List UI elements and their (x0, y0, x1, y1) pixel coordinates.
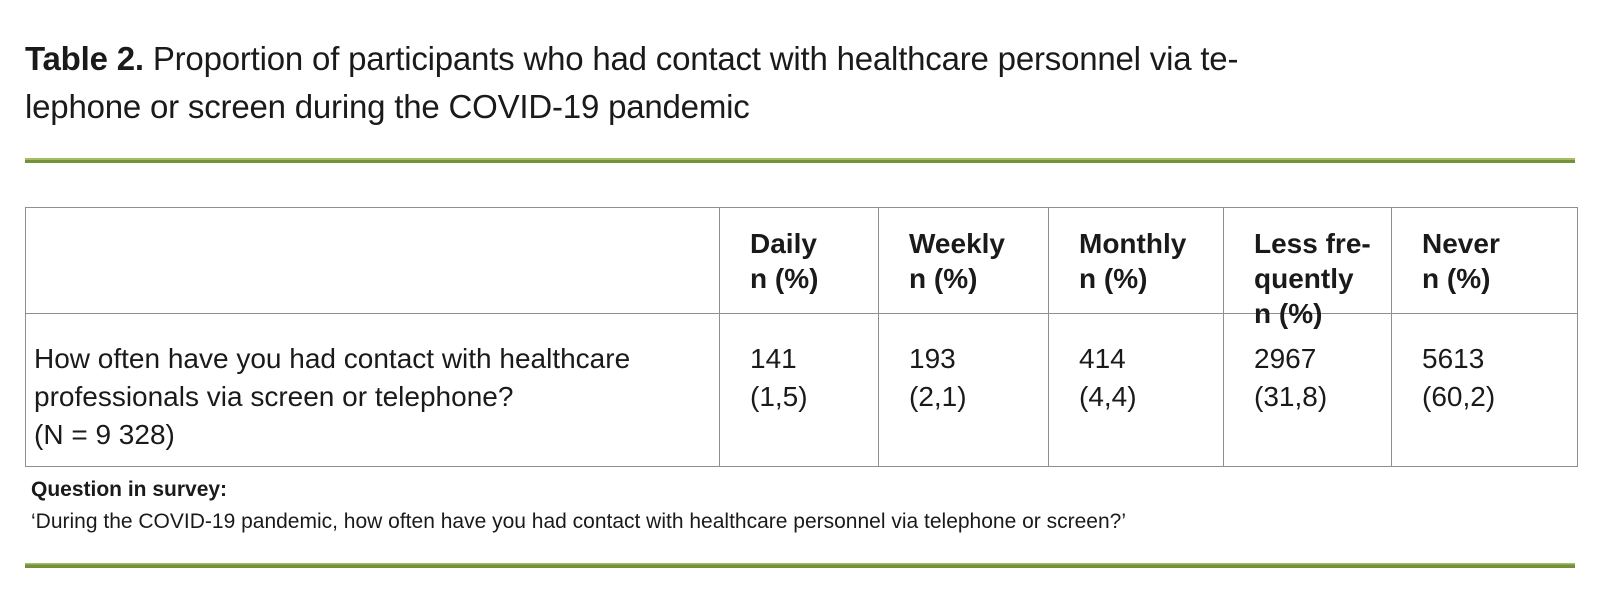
value-monthly: 414 (4,4) (1049, 314, 1223, 416)
header-monthly-line2: n (%) (1079, 263, 1148, 294)
header-cell-monthly: Monthly n (%) (1049, 208, 1224, 314)
header-less-frequently-line3: n (%) (1254, 298, 1323, 329)
value-never: 5613 (60,2) (1392, 314, 1577, 416)
question-cell: How often have you had contact with heal… (26, 314, 720, 466)
header-never-line2: n (%) (1422, 263, 1491, 294)
value-cell-monthly: 414 (4,4) (1049, 314, 1224, 466)
header-cell-never: Never n (%) (1392, 208, 1577, 314)
bottom-accent-rule (25, 563, 1575, 568)
table-caption-number: Table 2. (25, 40, 144, 77)
table-caption: Table 2. Proportion of participants who … (25, 35, 1575, 131)
question-line2: professionals via screen or telephone? (34, 381, 514, 412)
table-footnote: Question in survey: ‘During the COVID-19… (31, 474, 1571, 538)
value-weekly-pct: (2,1) (909, 381, 967, 412)
value-cell-never: 5613 (60,2) (1392, 314, 1577, 466)
value-monthly-n: 414 (1079, 343, 1126, 374)
footnote-survey-question: ‘During the COVID-19 pandemic, how often… (31, 510, 1126, 533)
header-less-frequently-line1: Less fre- (1254, 228, 1371, 259)
value-daily-n: 141 (750, 343, 797, 374)
table-caption-text-line1: Proportion of participants who had conta… (152, 40, 1239, 77)
header-weekly-line2: n (%) (909, 263, 978, 294)
question-sample-size: (N = 9 328) (34, 419, 175, 450)
value-weekly: 193 (2,1) (879, 314, 1048, 416)
question-text: How often have you had contact with heal… (26, 314, 719, 454)
value-weekly-n: 193 (909, 343, 956, 374)
header-weekly-text: Weekly n (%) (879, 208, 1048, 296)
header-never-text: Never n (%) (1392, 208, 1577, 296)
header-daily-line2: n (%) (750, 263, 819, 294)
value-less-frequently-n: 2967 (1254, 343, 1317, 374)
header-monthly-line1: Monthly (1079, 228, 1187, 259)
table-caption-text-line2: lephone or screen during the COVID-19 pa… (25, 88, 750, 125)
header-weekly-line1: Weekly (909, 228, 1005, 259)
value-never-n: 5613 (1422, 343, 1485, 374)
value-cell-weekly: 193 (2,1) (879, 314, 1049, 466)
header-stub-text (26, 208, 719, 226)
value-never-pct: (60,2) (1422, 381, 1496, 412)
header-less-frequently-line2: quently (1254, 263, 1354, 294)
header-cell-daily: Daily n (%) (720, 208, 879, 314)
value-less-frequently-pct: (31,8) (1254, 381, 1328, 412)
value-cell-daily: 141 (1,5) (720, 314, 879, 466)
header-cell-stub (26, 208, 720, 314)
header-never-line1: Never (1422, 228, 1500, 259)
value-daily: 141 (1,5) (720, 314, 878, 416)
value-less-frequently: 2967 (31,8) (1224, 314, 1391, 416)
value-cell-less-frequently: 2967 (31,8) (1224, 314, 1392, 466)
value-daily-pct: (1,5) (750, 381, 808, 412)
header-less-frequently-text: Less fre-quently n (%) (1224, 208, 1391, 329)
data-table: Daily n (%) Weekly n (%) Monthly n (%) Less… (25, 207, 1578, 467)
footnote-label: Question in survey: (31, 478, 228, 501)
question-line1: How often have you had contact with heal… (34, 343, 631, 374)
top-accent-rule (25, 158, 1575, 163)
header-daily-line1: Daily (750, 228, 817, 259)
value-monthly-pct: (4,4) (1079, 381, 1137, 412)
header-daily-text: Daily n (%) (720, 208, 878, 296)
header-cell-less-frequently: Less fre-quently n (%) (1224, 208, 1392, 329)
header-cell-weekly: Weekly n (%) (879, 208, 1049, 314)
header-monthly-text: Monthly n (%) (1049, 208, 1223, 296)
